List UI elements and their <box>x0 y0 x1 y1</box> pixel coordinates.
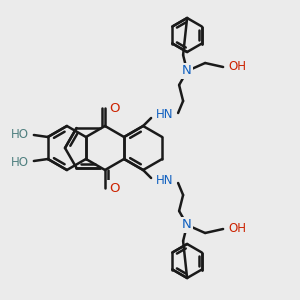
Text: N: N <box>182 64 192 77</box>
Text: N: N <box>182 218 192 232</box>
Text: O: O <box>109 182 119 194</box>
Text: HN: HN <box>156 175 174 188</box>
Text: HN: HN <box>156 109 174 122</box>
Text: OH: OH <box>228 61 246 74</box>
Text: HO: HO <box>11 155 29 169</box>
Text: HO: HO <box>11 128 29 140</box>
Text: OH: OH <box>228 223 246 236</box>
Text: O: O <box>109 101 119 115</box>
